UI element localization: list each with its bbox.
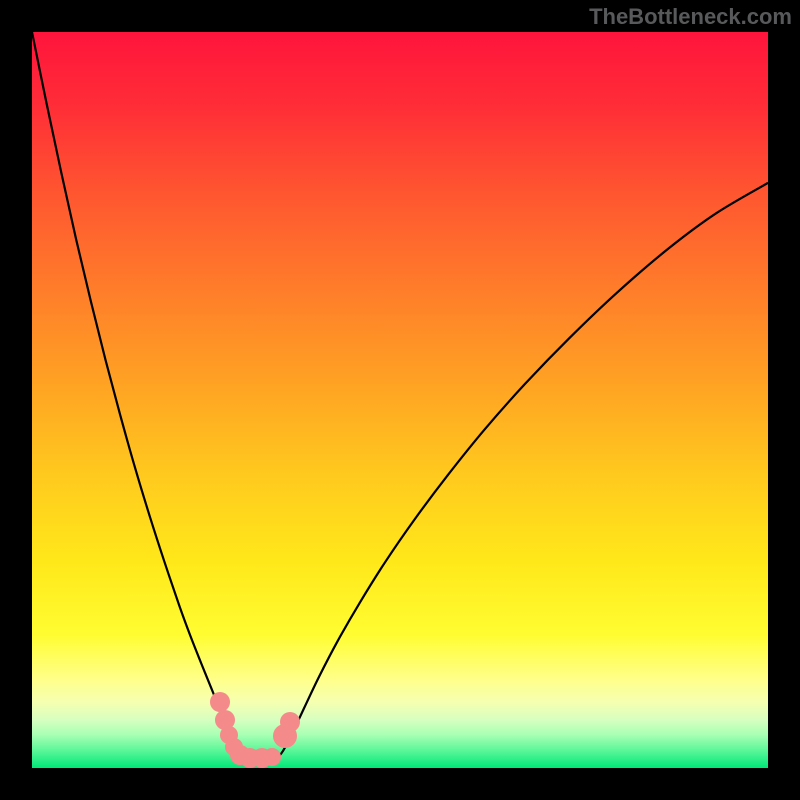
data-markers-layer [32, 32, 768, 768]
watermark-text: TheBottleneck.com [589, 4, 792, 30]
data-marker [210, 692, 230, 712]
chart-canvas: TheBottleneck.com [0, 0, 800, 800]
plot-area [32, 32, 768, 768]
data-marker [263, 748, 281, 766]
data-marker [280, 712, 300, 732]
